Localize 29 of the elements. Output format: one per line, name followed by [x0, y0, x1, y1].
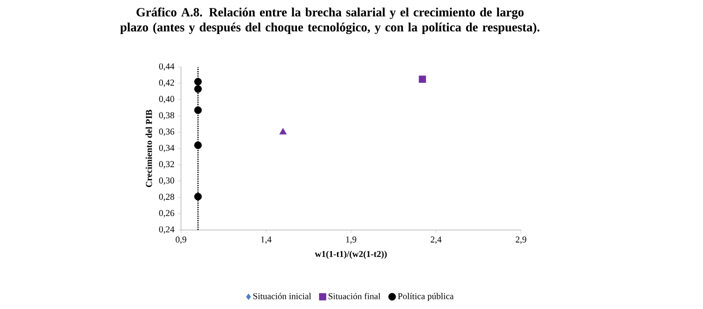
legend-label: Situación inicial — [253, 292, 312, 300]
point — [418, 76, 426, 83]
y-tick-label: 0,32 — [159, 161, 174, 168]
point — [194, 192, 202, 200]
legend-label: Política pública — [398, 292, 454, 302]
x-axis-title: w1(1-t1)/(w2(1-t2)) — [314, 250, 387, 259]
point — [194, 106, 202, 114]
y-tick-label: 0,26 — [159, 210, 174, 218]
point — [279, 128, 287, 134]
x-tick-label: 1,9 — [346, 236, 356, 244]
y-tick-label: 0,38 — [159, 112, 174, 120]
point — [194, 85, 202, 93]
point — [194, 78, 202, 86]
y-tick-label: 0,36 — [159, 128, 174, 136]
y-tick-label: 0,24 — [159, 226, 174, 234]
y-tick-label: 0,44 — [159, 63, 174, 71]
y-tick-label: 0,28 — [159, 194, 174, 202]
x-tick-label: 0,9 — [176, 236, 186, 244]
y-axis-title: Crecimiento del PIB — [146, 110, 152, 188]
point — [194, 141, 202, 150]
x-tick-label: 2,9 — [516, 236, 526, 244]
chart-title: Gráfico A.8. Relación entre la brecha salarial y el crecimiento de largo plazo (antes y después del choque tecnológico, y con la política de respuesta). — [120, 8, 540, 34]
x-tick-label: 1,4 — [261, 236, 272, 244]
x-tick-label: 2,4 — [430, 236, 442, 244]
y-tick-label: 0,42 — [159, 80, 174, 87]
y-tick-label: 0,30 — [159, 177, 174, 185]
y-tick-label: 0,34 — [159, 144, 174, 152]
legend-label: Situación final — [328, 292, 380, 300]
y-tick-label: 0,40 — [159, 96, 174, 104]
